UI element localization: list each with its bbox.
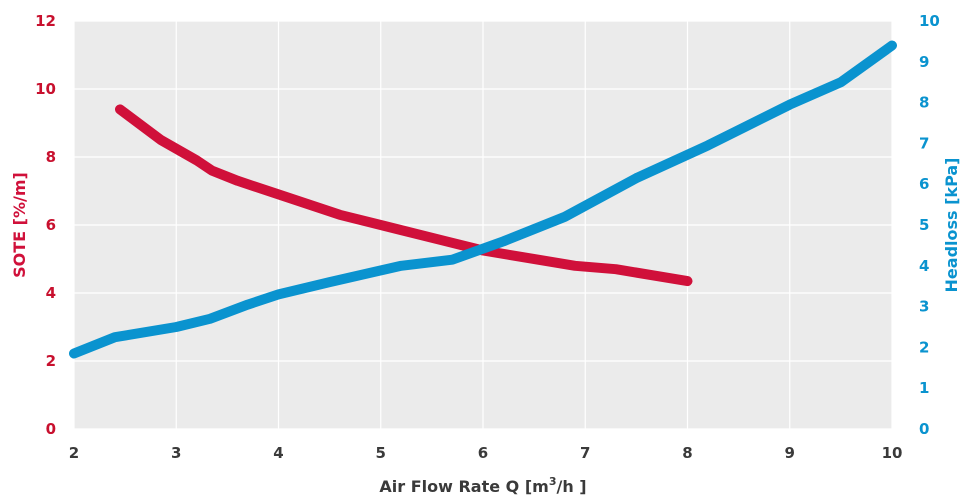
y-left-tick-label: 10 [35, 80, 56, 98]
grid [73, 20, 893, 430]
y-left-tick-label: 2 [46, 352, 56, 370]
x-tick-label: 7 [580, 444, 590, 462]
y-left-tick-label: 6 [46, 216, 56, 234]
x-tick-label: 9 [785, 444, 795, 462]
y-right-tick-label: 10 [919, 12, 940, 30]
sote-line [115, 104, 693, 287]
y-right-tick-label: 7 [919, 134, 929, 152]
series-lines [69, 40, 897, 359]
x-tick-label: 4 [273, 444, 283, 462]
x-tick-label: 2 [69, 444, 79, 462]
y-right-tick-label: 4 [919, 257, 929, 275]
y-axis-right-title: Headloss [kPa] [942, 158, 961, 293]
y-right-tick-label: 2 [919, 338, 929, 356]
x-tick-label: 5 [376, 444, 386, 462]
x-tick-label: 8 [682, 444, 692, 462]
y-right-tick-label: 5 [919, 216, 929, 234]
y-right-tick-label: 9 [919, 53, 929, 71]
y-right-tick-label: 3 [919, 298, 929, 316]
y-left-tick-label: 0 [46, 420, 56, 438]
y-right-tick-label: 1 [919, 379, 929, 397]
headloss-line [69, 40, 897, 359]
y-left-tick-label: 12 [35, 12, 56, 30]
x-axis-title: Air Flow Rate Q [m3/h ] [379, 475, 586, 496]
y-left-tick-label: 8 [46, 148, 56, 166]
y-right-tick-label: 6 [919, 175, 929, 193]
x-tick-label: 10 [882, 444, 903, 462]
y-right-tick-label: 0 [919, 420, 929, 438]
y-right-tick-label: 8 [919, 94, 929, 112]
x-tick-label: 3 [171, 444, 181, 462]
y-left-tick-label: 4 [46, 284, 56, 302]
x-tick-label: 6 [478, 444, 488, 462]
y-axis-left-title: SOTE [%/m] [10, 172, 29, 278]
